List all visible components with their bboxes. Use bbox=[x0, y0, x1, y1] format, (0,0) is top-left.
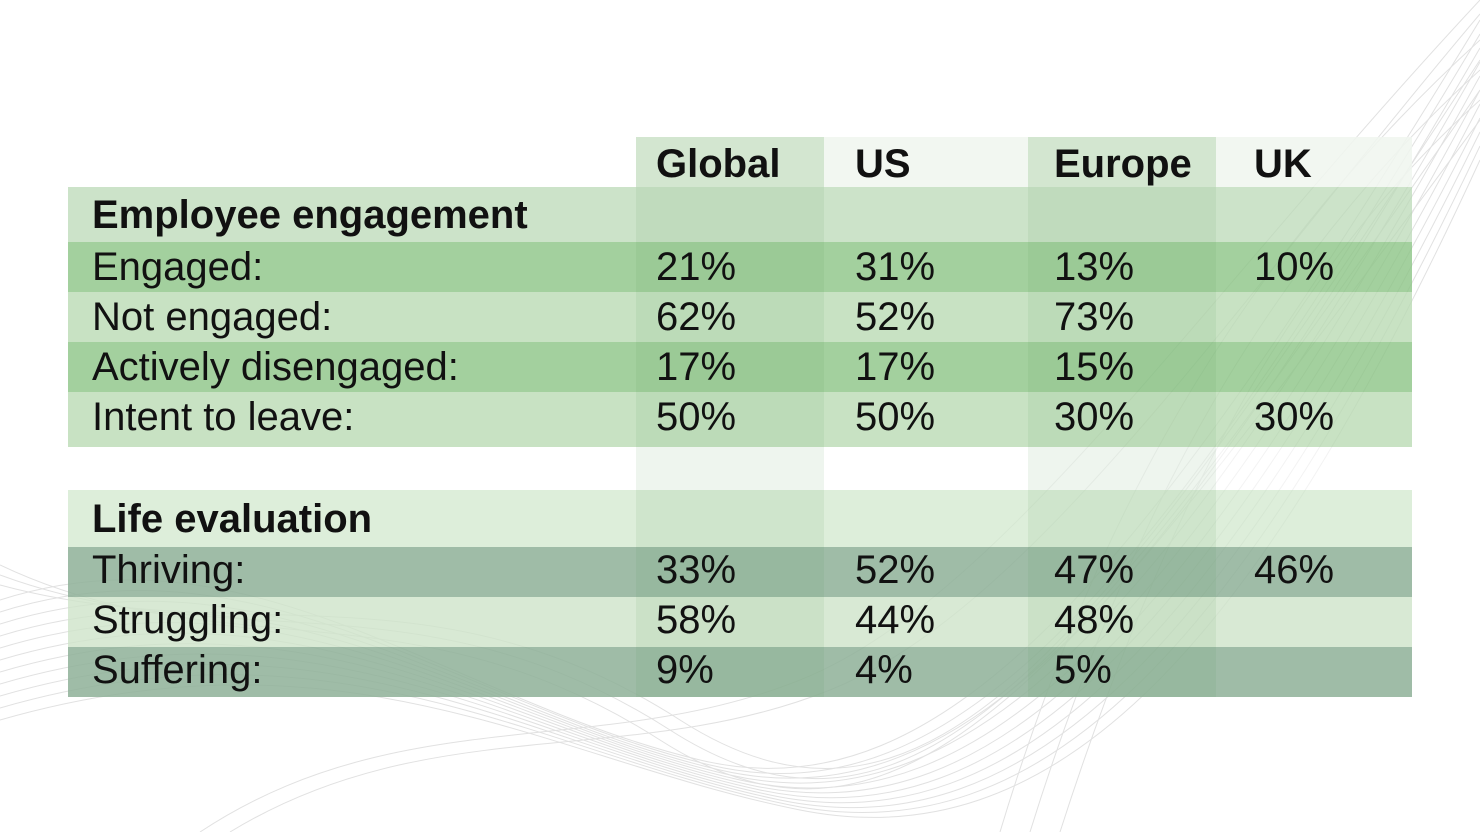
value-thriving-global: 33% bbox=[656, 548, 737, 592]
value-thriving-uk: 46% bbox=[1254, 548, 1335, 592]
value-actively-disengaged-us: 17% bbox=[855, 345, 936, 389]
value-engaged-uk: 10% bbox=[1254, 245, 1335, 289]
value-thriving-europe: 47% bbox=[1054, 548, 1135, 592]
value-not-engaged-us: 52% bbox=[855, 295, 936, 339]
header-cell-bg bbox=[1216, 137, 1412, 187]
header-cell-bg bbox=[636, 137, 824, 187]
value-not-engaged-global: 62% bbox=[656, 295, 737, 339]
row-bg-light bbox=[68, 392, 1412, 447]
value-actively-disengaged-global: 17% bbox=[656, 345, 737, 389]
row-label-not-engaged: Not engaged: bbox=[92, 295, 333, 339]
row-label-intent-to-leave: Intent to leave: bbox=[92, 395, 355, 439]
value-engaged-us: 31% bbox=[855, 245, 936, 289]
value-thriving-us: 52% bbox=[855, 548, 936, 592]
value-engaged-europe: 13% bbox=[1054, 245, 1135, 289]
value-suffering-us: 4% bbox=[855, 648, 913, 692]
column-band-europe bbox=[1028, 137, 1216, 697]
value-not-engaged-europe: 73% bbox=[1054, 295, 1135, 339]
row-bg-dark-gray bbox=[68, 647, 1412, 697]
value-struggling-us: 44% bbox=[855, 598, 936, 642]
row-label-actively-disengaged: Actively disengaged: bbox=[92, 345, 459, 389]
value-intent-to-leave-uk: 30% bbox=[1254, 395, 1335, 439]
column-header-global: Global bbox=[656, 142, 781, 186]
row-bg-light bbox=[68, 292, 1412, 342]
section-title-row-bg bbox=[68, 490, 1412, 547]
row-label-suffering: Suffering: bbox=[92, 648, 263, 692]
header-cell-bg bbox=[1028, 137, 1216, 187]
row-bg-dark bbox=[68, 242, 1412, 292]
value-intent-to-leave-global: 50% bbox=[656, 395, 737, 439]
value-struggling-europe: 48% bbox=[1054, 598, 1135, 642]
value-intent-to-leave-europe: 30% bbox=[1054, 395, 1135, 439]
section-title-row-bg bbox=[68, 187, 1412, 242]
value-suffering-global: 9% bbox=[656, 648, 714, 692]
column-header-uk: UK bbox=[1254, 142, 1312, 186]
value-engaged-global: 21% bbox=[656, 245, 737, 289]
row-bg-light bbox=[68, 597, 1412, 647]
row-bg-dark bbox=[68, 342, 1412, 392]
row-label-thriving: Thriving: bbox=[92, 548, 246, 592]
row-label-struggling: Struggling: bbox=[92, 598, 284, 642]
section-title-life-evaluation: Life evaluation bbox=[92, 497, 373, 541]
column-header-us: US bbox=[855, 142, 911, 186]
section-title-employee-engagement: Employee engagement bbox=[92, 193, 528, 237]
value-suffering-europe: 5% bbox=[1054, 648, 1112, 692]
row-bg-dark-gray bbox=[68, 547, 1412, 597]
spacer-row-bg bbox=[68, 447, 1412, 490]
header-cell-bg bbox=[824, 137, 1028, 187]
column-header-europe: Europe bbox=[1054, 142, 1192, 186]
value-actively-disengaged-europe: 15% bbox=[1054, 345, 1135, 389]
stats-table: Global US Europe UK Employee engagement … bbox=[68, 137, 1412, 697]
column-band-global bbox=[636, 137, 824, 697]
value-intent-to-leave-us: 50% bbox=[855, 395, 936, 439]
row-label-engaged: Engaged: bbox=[92, 245, 264, 289]
value-struggling-global: 58% bbox=[656, 598, 737, 642]
